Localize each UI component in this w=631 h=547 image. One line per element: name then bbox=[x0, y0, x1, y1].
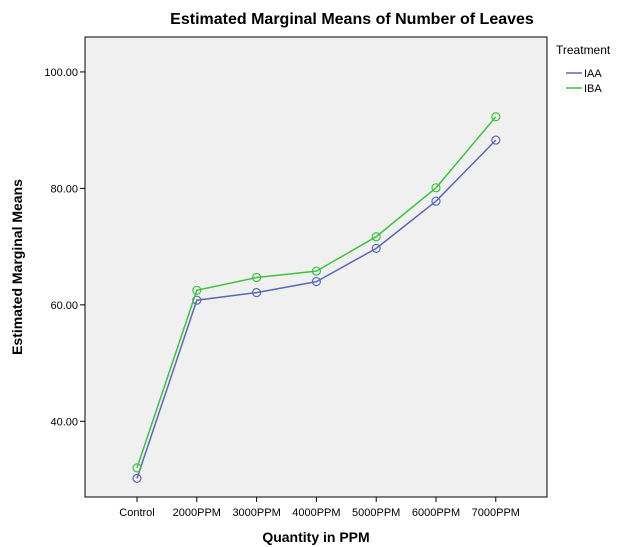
chart-title: Estimated Marginal Means of Number of Le… bbox=[170, 11, 534, 28]
legend-title: Treatment bbox=[556, 43, 611, 57]
data-point-iba bbox=[371, 232, 381, 242]
x-axis-label: Quantity in PPM bbox=[262, 529, 369, 545]
data-point-iba bbox=[491, 112, 501, 122]
data-point-iaa bbox=[132, 473, 142, 483]
y-axis: 40.00 60.00 80.00 100.00 bbox=[44, 67, 85, 428]
data-point-iba bbox=[311, 266, 321, 276]
x-axis: Control 2000PPM 3000PPM 4000PPM 5000PPM 6000P… bbox=[119, 497, 520, 519]
x-tick-label: 7000PPM bbox=[472, 507, 520, 519]
x-tick-label: 2000PPM bbox=[173, 507, 221, 519]
series-line-iba bbox=[136, 116, 497, 469]
x-tick-label: 3000PPM bbox=[232, 507, 280, 519]
data-point-iba bbox=[252, 272, 262, 283]
series-line-iaa bbox=[136, 139, 497, 479]
x-tick-label: 5000PPM bbox=[352, 507, 400, 519]
data-point-iaa bbox=[252, 288, 262, 298]
series-lines bbox=[132, 112, 501, 483]
legend-label-iaa: IAA bbox=[584, 68, 602, 80]
data-point-iba bbox=[431, 183, 441, 193]
x-tick-label: Control bbox=[119, 507, 154, 519]
x-tick-label: 6000PPM bbox=[412, 507, 460, 519]
legend: Treatment IAA IBA bbox=[556, 43, 611, 95]
y-tick-label: 100.00 bbox=[44, 67, 78, 79]
y-tick-label: 60.00 bbox=[50, 300, 78, 312]
data-point-iaa bbox=[371, 243, 381, 253]
data-point-iba bbox=[132, 463, 142, 473]
x-tick-label: 4000PPM bbox=[292, 507, 340, 519]
y-tick-label: 80.00 bbox=[50, 183, 78, 195]
data-point-iba bbox=[192, 285, 202, 295]
data-point-iaa bbox=[491, 135, 501, 145]
data-point-iaa bbox=[311, 276, 321, 287]
legend-label-iba: IBA bbox=[584, 83, 602, 95]
y-axis-label: Estimated Marginal Means bbox=[9, 179, 25, 355]
data-point-iaa bbox=[431, 196, 441, 206]
y-tick-label: 40.00 bbox=[50, 416, 78, 428]
